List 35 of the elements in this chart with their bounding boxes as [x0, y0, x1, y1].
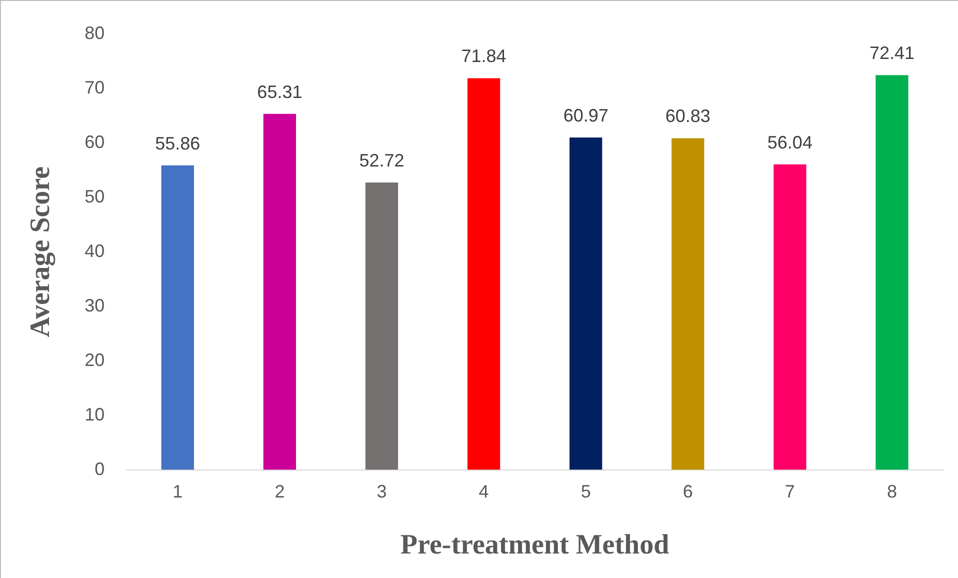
bar [774, 164, 806, 470]
data-label: 52.72 [359, 150, 404, 170]
x-tick-label: 5 [580, 482, 591, 502]
data-label: 72.41 [869, 43, 914, 64]
y-tick-label: 20 [84, 350, 105, 370]
data-label: 71.84 [461, 46, 506, 66]
bar [876, 75, 908, 470]
bar [467, 78, 500, 470]
data-label: 60.97 [563, 105, 608, 126]
bar [161, 165, 194, 470]
x-tick-label: 4 [478, 482, 489, 502]
bar [672, 138, 704, 470]
y-tick-label: 70 [84, 77, 105, 98]
data-label: 56.04 [767, 132, 812, 152]
y-tick-label: 30 [84, 295, 105, 316]
y-tick-label: 80 [84, 22, 105, 43]
bar [263, 114, 296, 470]
x-tick-label: 6 [682, 482, 693, 502]
x-tick-label: 2 [274, 482, 285, 502]
x-tick-label: 7 [784, 482, 795, 502]
bar [365, 182, 398, 470]
y-tick-label: 40 [84, 240, 105, 261]
y-tick-label: 10 [84, 404, 105, 424]
y-tick-label: 60 [84, 132, 105, 152]
x-tick-label: 8 [886, 482, 897, 502]
x-tick-label: 3 [376, 482, 387, 502]
bar [570, 138, 602, 470]
x-tick-label: 1 [172, 482, 183, 502]
y-axis-title: Average Score [25, 166, 56, 338]
data-label: 55.86 [155, 133, 200, 154]
y-tick-label: 0 [94, 458, 105, 479]
y-tick-label: 50 [84, 186, 105, 206]
data-label: 65.31 [257, 82, 302, 102]
data-label: 60.83 [665, 106, 710, 126]
x-axis-title: Pre-treatment Method [400, 529, 670, 560]
